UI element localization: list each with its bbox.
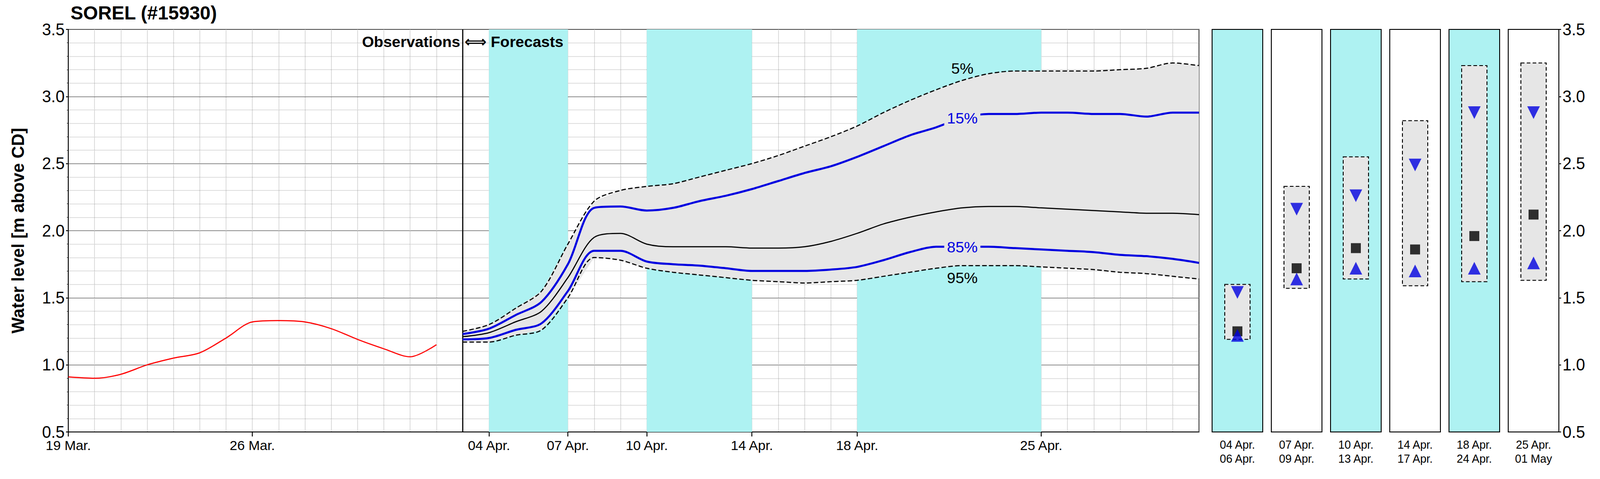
- svg-text:3.0: 3.0: [42, 87, 65, 106]
- svg-text:0.5: 0.5: [42, 422, 65, 442]
- svg-text:Water level [m above CD]: Water level [m above CD]: [8, 127, 28, 334]
- svg-text:2.0: 2.0: [1562, 221, 1586, 241]
- svg-text:2.0: 2.0: [42, 221, 65, 241]
- svg-text:09 Apr.: 09 Apr.: [1279, 452, 1315, 465]
- svg-text:18 Apr.: 18 Apr.: [1456, 438, 1492, 451]
- svg-text:18 Apr.: 18 Apr.: [835, 437, 878, 453]
- svg-text:5%: 5%: [951, 59, 974, 77]
- svg-text:10 Apr.: 10 Apr.: [1338, 438, 1374, 451]
- svg-text:07 Apr.: 07 Apr.: [1279, 438, 1315, 451]
- svg-text:25 Apr.: 25 Apr.: [1515, 438, 1552, 451]
- svg-text:13 Apr.: 13 Apr.: [1338, 452, 1374, 465]
- svg-text:2.5: 2.5: [42, 154, 65, 173]
- svg-text:26 Mar.: 26 Mar.: [229, 437, 275, 453]
- svg-text:17 Apr.: 17 Apr.: [1397, 452, 1433, 465]
- svg-text:06 Apr.: 06 Apr.: [1219, 452, 1256, 465]
- svg-text:04 Apr.: 04 Apr.: [467, 437, 510, 453]
- svg-text:1.5: 1.5: [1562, 288, 1586, 307]
- svg-text:25 Apr.: 25 Apr.: [1019, 437, 1062, 453]
- svg-text:04 Apr.: 04 Apr.: [1219, 438, 1256, 451]
- svg-text:24 Apr.: 24 Apr.: [1456, 452, 1492, 465]
- svg-text:1.0: 1.0: [1562, 355, 1586, 374]
- svg-text:2.5: 2.5: [1562, 154, 1586, 173]
- svg-text:14 Apr.: 14 Apr.: [1397, 438, 1433, 451]
- svg-text:1.0: 1.0: [42, 355, 65, 374]
- svg-text:SOREL (#15930): SOREL (#15930): [70, 2, 218, 24]
- svg-text:3.0: 3.0: [1562, 87, 1586, 106]
- svg-text:3.5: 3.5: [1562, 20, 1586, 39]
- svg-text:3.5: 3.5: [42, 20, 65, 39]
- svg-text:01 May: 01 May: [1515, 452, 1553, 465]
- svg-text:19 Mar.: 19 Mar.: [45, 437, 91, 453]
- svg-text:14 Apr.: 14 Apr.: [731, 437, 774, 453]
- svg-text:07 Apr.: 07 Apr.: [546, 437, 589, 453]
- svg-text:95%: 95%: [947, 269, 978, 287]
- svg-text:10 Apr.: 10 Apr.: [625, 437, 668, 453]
- svg-text:0.5: 0.5: [1562, 422, 1586, 442]
- svg-text:85%: 85%: [947, 238, 978, 256]
- svg-text:15%: 15%: [947, 109, 978, 127]
- svg-text:Observations ⟺ Forecasts: Observations ⟺ Forecasts: [362, 33, 564, 51]
- svg-text:1.5: 1.5: [42, 288, 65, 307]
